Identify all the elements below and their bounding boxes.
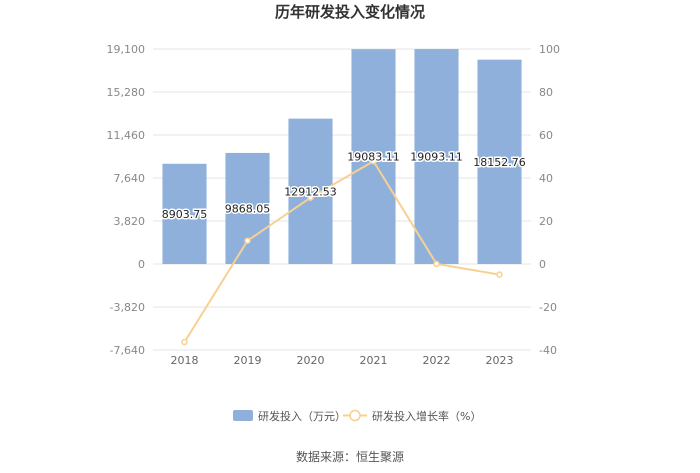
grid — [153, 48, 531, 351]
y-left-tick-label: 0 — [138, 258, 145, 271]
y-left-tick-label: 3,820 — [114, 215, 146, 228]
x-tick-label: 2018 — [171, 354, 199, 367]
legend-label-line: 研发投入增长率（%） — [372, 409, 481, 423]
growth-rate-point — [244, 237, 251, 244]
y-right-tick-label: 100 — [539, 43, 560, 56]
bar-value-label: 8903.75 — [162, 208, 208, 221]
bar-value-label: 9868.05 — [225, 202, 271, 215]
data-labels: 8903.75 9868.05 12912.53 19083.11 19093.11 18… — [160, 149, 527, 222]
y-right-tick-label: 40 — [539, 172, 553, 185]
y-left-tick-label: -3,820 — [110, 301, 145, 314]
bar-value-label: 19083.11 — [347, 151, 400, 164]
growth-rate-point — [307, 194, 314, 201]
y-right-tick-label: 20 — [539, 215, 553, 228]
legend-label-bar: 研发投入（万元） — [258, 409, 346, 423]
y-left-tick-label: 11,460 — [107, 129, 146, 142]
bar — [351, 49, 396, 264]
x-tick-label: 2021 — [360, 354, 388, 367]
axes: -7,640 -3,820 0 3,820 7,640 11,460 15,280 19,10… — [107, 43, 561, 367]
y-left-tick-label: 19,100 — [107, 43, 146, 56]
growth-rate-point — [181, 338, 188, 346]
y-right-tick-label: 0 — [539, 258, 546, 271]
bar — [225, 152, 270, 264]
y-left-tick-label: -7,640 — [110, 344, 145, 357]
chart-title: 历年研发投入变化情况 — [275, 3, 425, 21]
bar-series — [162, 49, 522, 264]
x-tick-label: 2022 — [423, 354, 451, 367]
growth-rate-point — [496, 271, 503, 278]
bar — [162, 163, 207, 264]
y-right-tick-label: -40 — [539, 344, 557, 357]
bar-value-label: 18152.76 — [473, 156, 526, 169]
growth-rate-line — [183, 159, 500, 343]
data-source-footer: 数据来源：恒生聚源 — [296, 449, 404, 464]
y-right-tick-label: -20 — [539, 301, 557, 314]
y-left-tick-label: 7,640 — [114, 172, 146, 185]
legend-swatch-bar — [233, 410, 253, 421]
legend-marker-line — [349, 409, 361, 422]
growth-rate-point — [433, 260, 440, 268]
bar — [414, 49, 459, 264]
bar — [477, 59, 522, 264]
x-tick-label: 2023 — [486, 354, 514, 367]
bar — [288, 118, 333, 264]
y-right-tick-label: 60 — [539, 129, 553, 142]
bar-value-label: 19093.11 — [410, 151, 463, 164]
legend[interactable]: 研发投入（万元） 研发投入增长率（%） — [233, 409, 481, 423]
growth-rate-point — [370, 158, 377, 165]
line-series — [181, 158, 503, 346]
x-tick-label: 2020 — [297, 354, 325, 367]
y-right-tick-label: 80 — [539, 86, 553, 99]
bar-value-label: 12912.53 — [284, 185, 337, 198]
y-left-tick-label: 15,280 — [107, 86, 146, 99]
x-tick-label: 2019 — [234, 354, 262, 367]
